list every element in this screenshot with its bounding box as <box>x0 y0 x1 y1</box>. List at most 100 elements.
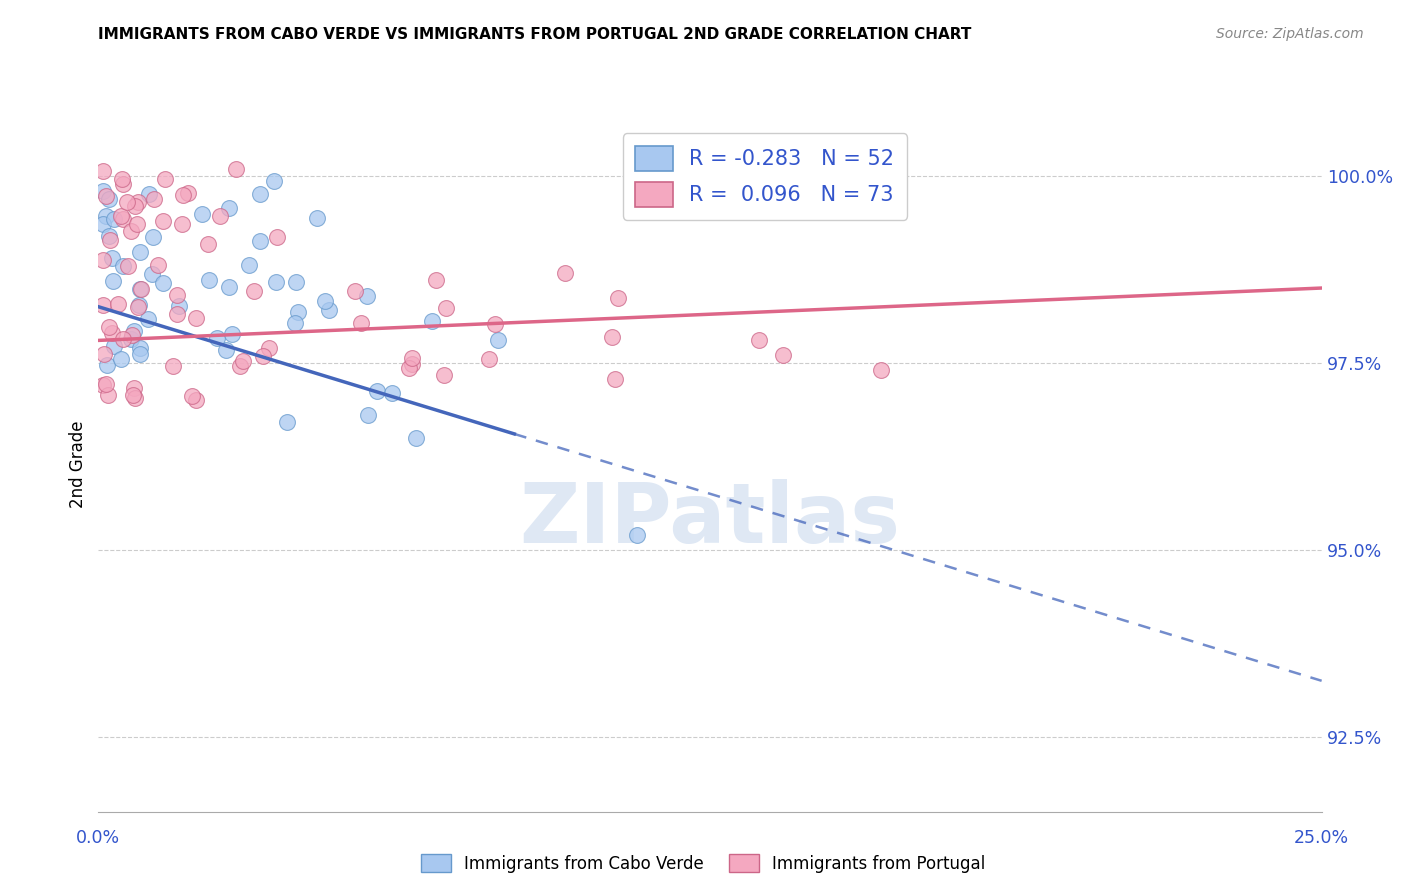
Point <box>97 228 120 243</box>
Point <box>607 291 630 305</box>
Point <box>172 217 194 231</box>
Point <box>181 389 204 403</box>
Point <box>91 164 114 178</box>
Point <box>122 324 145 338</box>
Point <box>96 209 118 223</box>
Point <box>127 195 149 210</box>
Point <box>356 288 378 302</box>
Point <box>91 298 114 312</box>
Point <box>110 209 132 223</box>
Point <box>96 377 118 392</box>
Y-axis label: 2nd Grade: 2nd Grade <box>69 420 87 508</box>
Point <box>98 192 121 206</box>
Point <box>307 211 329 225</box>
Point <box>870 363 893 377</box>
Point <box>110 351 132 366</box>
Point <box>177 186 200 200</box>
Point <box>128 298 150 312</box>
Point <box>166 307 188 321</box>
Point <box>229 359 252 373</box>
Point <box>94 188 117 202</box>
Point <box>127 217 149 231</box>
Point <box>142 192 165 206</box>
Point <box>115 195 138 210</box>
Point <box>167 299 190 313</box>
Point <box>112 332 135 346</box>
Point <box>366 384 388 398</box>
Point <box>91 378 114 392</box>
Point <box>284 316 307 330</box>
Point <box>263 174 285 188</box>
Point <box>152 276 174 290</box>
Point <box>91 184 114 198</box>
Point <box>344 285 367 299</box>
Point <box>356 408 378 422</box>
Point <box>554 266 576 280</box>
Point <box>232 354 254 368</box>
Point <box>98 233 121 247</box>
Point <box>112 177 135 191</box>
Text: 0.0%: 0.0% <box>76 829 121 847</box>
Point <box>101 251 124 265</box>
Legend: R = -0.283   N = 52, R =  0.096   N = 73: R = -0.283 N = 52, R = 0.096 N = 73 <box>623 133 907 219</box>
Point <box>381 385 404 400</box>
Point <box>103 339 125 353</box>
Point <box>249 234 271 248</box>
Point <box>117 259 139 273</box>
Point <box>122 388 145 402</box>
Point <box>252 349 274 363</box>
Point <box>191 207 214 221</box>
Point <box>422 313 444 327</box>
Point <box>124 199 146 213</box>
Point <box>218 280 240 294</box>
Point <box>208 209 231 223</box>
Point <box>197 237 219 252</box>
Point <box>152 213 174 227</box>
Point <box>486 333 509 347</box>
Point <box>122 381 145 395</box>
Point <box>433 368 456 383</box>
Point <box>605 372 627 386</box>
Text: ZIPatlas: ZIPatlas <box>520 479 900 560</box>
Point <box>184 393 207 408</box>
Point <box>425 272 447 286</box>
Point <box>103 273 125 287</box>
Point <box>129 341 152 355</box>
Point <box>434 301 457 315</box>
Point <box>172 188 194 202</box>
Point <box>162 359 184 373</box>
Point <box>287 304 309 318</box>
Point <box>350 316 373 330</box>
Point <box>276 415 298 429</box>
Point <box>478 352 501 367</box>
Point <box>484 317 506 331</box>
Legend: Immigrants from Cabo Verde, Immigrants from Portugal: Immigrants from Cabo Verde, Immigrants f… <box>413 847 993 880</box>
Point <box>772 348 794 362</box>
Point <box>97 388 120 402</box>
Point <box>318 303 340 318</box>
Point <box>148 258 170 272</box>
Point <box>198 273 221 287</box>
Point <box>401 351 423 366</box>
Point <box>103 212 125 227</box>
Point <box>112 212 135 227</box>
Point <box>112 259 135 273</box>
Point <box>748 334 770 348</box>
Point <box>398 361 420 376</box>
Point <box>129 282 152 296</box>
Text: 25.0%: 25.0% <box>1294 829 1350 847</box>
Point <box>600 330 623 344</box>
Point <box>218 201 240 215</box>
Point <box>120 224 142 238</box>
Point <box>111 171 134 186</box>
Point <box>184 310 207 325</box>
Point <box>127 301 149 315</box>
Point <box>249 186 271 201</box>
Point <box>93 347 115 361</box>
Point <box>285 275 308 289</box>
Point <box>205 331 228 345</box>
Text: Source: ZipAtlas.com: Source: ZipAtlas.com <box>1216 27 1364 41</box>
Point <box>166 288 188 302</box>
Point <box>138 187 160 202</box>
Point <box>153 171 176 186</box>
